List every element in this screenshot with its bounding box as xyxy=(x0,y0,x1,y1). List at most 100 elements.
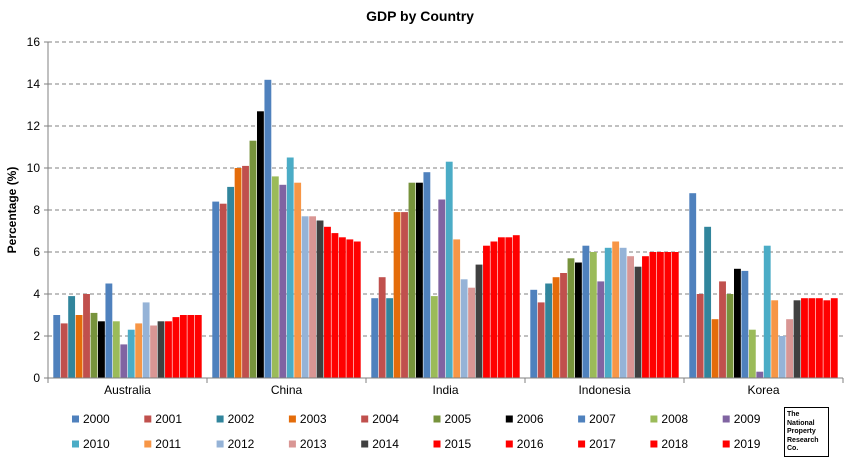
y-tick-label: 8 xyxy=(33,203,40,217)
bar xyxy=(234,168,242,378)
bar xyxy=(316,220,324,378)
y-tick-label: 10 xyxy=(27,161,41,175)
bar xyxy=(671,252,679,378)
bar xyxy=(194,315,202,378)
x-tick-label: India xyxy=(432,383,458,397)
bar xyxy=(453,239,461,378)
bar xyxy=(172,317,180,378)
legend-label: 2011 xyxy=(155,437,181,451)
bar xyxy=(589,252,597,378)
bar xyxy=(127,329,135,378)
bar xyxy=(560,273,567,378)
bar xyxy=(60,323,68,378)
y-tick-label: 12 xyxy=(27,119,41,133)
x-tick-label: Australia xyxy=(104,383,151,397)
bar xyxy=(294,182,302,378)
bar xyxy=(512,235,520,378)
bar xyxy=(763,245,771,378)
legend-label: 2002 xyxy=(228,412,255,426)
bar xyxy=(771,300,779,378)
legend-swatch xyxy=(216,440,224,448)
bar xyxy=(460,279,468,378)
chart-title: GDP by Country xyxy=(366,8,474,24)
legend-swatch xyxy=(578,415,586,423)
y-tick-label: 4 xyxy=(33,287,40,301)
legend-swatch xyxy=(144,415,152,423)
bar xyxy=(416,182,423,378)
bar xyxy=(830,298,838,378)
bar xyxy=(604,247,612,378)
bar xyxy=(53,315,61,378)
legend-label: 2006 xyxy=(517,412,544,426)
bar xyxy=(353,241,361,378)
legend-swatch xyxy=(144,440,152,448)
bar xyxy=(386,298,394,378)
bar xyxy=(689,193,697,378)
bar xyxy=(401,212,408,378)
bar xyxy=(430,296,438,378)
bar xyxy=(179,315,187,378)
y-tick-label: 6 xyxy=(33,245,40,259)
legend-label: 2016 xyxy=(517,437,544,451)
bar xyxy=(734,268,741,378)
bar xyxy=(112,321,120,378)
legend-label: 2019 xyxy=(734,437,761,451)
bar xyxy=(545,283,553,378)
bar xyxy=(801,298,808,378)
legend-label: 2005 xyxy=(445,412,472,426)
bar xyxy=(408,182,416,378)
legend-swatch xyxy=(722,440,730,448)
bar xyxy=(756,371,764,378)
bar xyxy=(309,216,316,378)
bar xyxy=(582,245,590,378)
company-logo: The National Property Research Co. xyxy=(784,407,829,457)
bar xyxy=(786,319,793,378)
y-axis-label: Percentage (%) xyxy=(5,167,19,254)
logo-line: Property xyxy=(787,428,816,435)
legend-label: 2001 xyxy=(155,412,182,426)
bar xyxy=(530,289,538,378)
y-tick-label: 14 xyxy=(27,77,41,91)
legend-swatch xyxy=(505,440,513,448)
bar xyxy=(219,203,227,378)
legend-label: 2004 xyxy=(372,412,399,426)
bar xyxy=(664,252,672,378)
legend-swatch xyxy=(433,415,441,423)
bar xyxy=(279,184,287,378)
legend-label: 2010 xyxy=(83,437,110,451)
bar xyxy=(249,140,257,378)
bar xyxy=(468,287,475,378)
bar xyxy=(90,312,98,378)
bar xyxy=(331,233,339,378)
bar xyxy=(135,323,143,378)
bar xyxy=(242,165,249,378)
legend-swatch xyxy=(433,440,441,448)
bar xyxy=(537,302,545,378)
bar xyxy=(793,300,801,378)
legend-swatch xyxy=(361,415,369,423)
legend-swatch xyxy=(72,415,79,423)
bar xyxy=(741,270,749,378)
legend-label: 2013 xyxy=(300,437,327,451)
bar xyxy=(105,283,113,378)
logo-line: Co. xyxy=(787,445,799,452)
bar xyxy=(627,256,634,378)
bars xyxy=(53,79,838,379)
bar xyxy=(656,252,664,378)
x-tick-label: China xyxy=(271,383,303,397)
bar xyxy=(575,262,582,378)
legend-label: 2012 xyxy=(228,437,255,451)
bar xyxy=(187,315,195,378)
bar xyxy=(150,325,157,378)
bar xyxy=(120,344,128,378)
bar xyxy=(423,172,431,378)
legend-swatch xyxy=(72,440,79,448)
bar xyxy=(378,277,386,378)
bar xyxy=(338,237,346,378)
legend-label: 2000 xyxy=(83,412,110,426)
legend-label: 2007 xyxy=(589,412,616,426)
bar xyxy=(815,298,823,378)
bar xyxy=(271,176,279,378)
legend-label: 2014 xyxy=(372,437,399,451)
legend-label: 2003 xyxy=(300,412,327,426)
